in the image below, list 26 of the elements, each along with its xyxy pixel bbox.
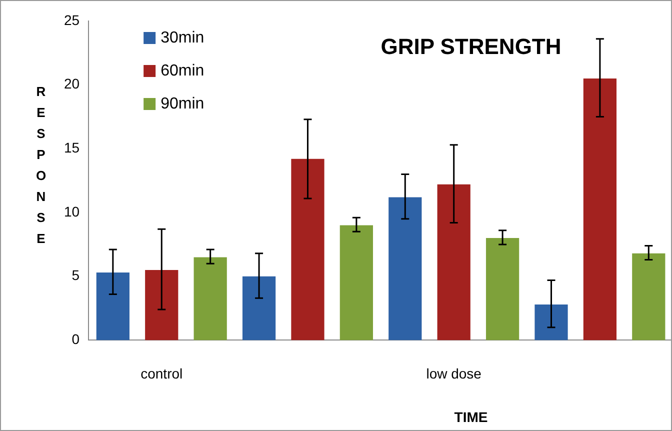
y-tick-label: 15 [64,140,80,156]
bar [388,197,422,340]
y-tick-label: 25 [64,12,80,28]
y-tick-label: 20 [64,76,80,92]
bar [194,257,227,340]
bar [242,276,276,340]
x-tick-label: control [140,365,183,382]
bar [291,158,324,340]
bar [486,238,520,340]
bar [145,270,178,340]
bar [632,253,666,340]
bar [437,184,470,340]
y-tick-label: 0 [72,331,80,348]
bar [583,78,617,340]
bar [534,304,568,340]
y-axis-title: RESPONSE [35,83,47,248]
x-axis-title: TIME [453,409,489,425]
legend-label: 90min [160,95,204,112]
text: GRIP STRENGTH [380,34,562,60]
bar [340,225,373,340]
legend-label: 60min [160,62,204,80]
legend-label: 30min [160,29,204,46]
y-tick-label: 10 [64,203,80,220]
x-tick-label: low dose [426,365,482,382]
y-tick-label: 5 [72,267,80,284]
bar [96,272,130,340]
